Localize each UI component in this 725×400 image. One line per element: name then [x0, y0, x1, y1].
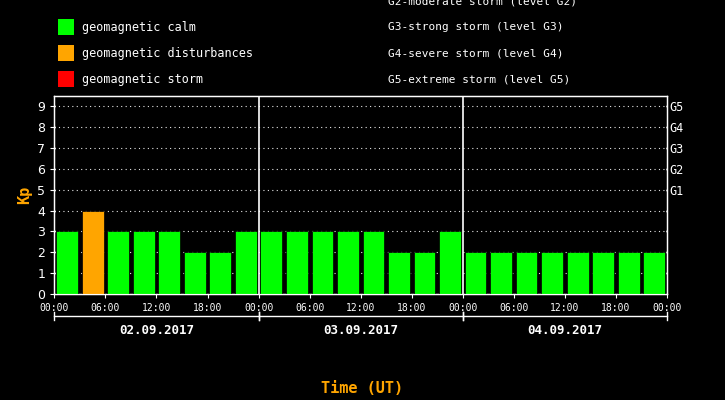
- Bar: [158, 232, 180, 294]
- Bar: [414, 252, 435, 294]
- Bar: [643, 252, 665, 294]
- Y-axis label: Kp: Kp: [17, 186, 32, 204]
- Text: geomagnetic calm: geomagnetic calm: [82, 20, 196, 34]
- Bar: [618, 252, 639, 294]
- Text: G3-strong storm (level G3): G3-strong storm (level G3): [388, 22, 563, 32]
- Bar: [490, 252, 512, 294]
- Bar: [567, 252, 589, 294]
- Bar: [439, 232, 461, 294]
- Text: Time (UT): Time (UT): [321, 381, 404, 396]
- Bar: [107, 232, 129, 294]
- Bar: [133, 232, 154, 294]
- Bar: [337, 232, 359, 294]
- Bar: [542, 252, 563, 294]
- Text: 04.09.2017: 04.09.2017: [527, 324, 602, 337]
- Bar: [362, 232, 384, 294]
- Text: G5-extreme storm (level G5): G5-extreme storm (level G5): [388, 74, 570, 84]
- Text: 03.09.2017: 03.09.2017: [323, 324, 398, 337]
- Bar: [312, 232, 334, 294]
- Bar: [260, 232, 282, 294]
- Bar: [210, 252, 231, 294]
- Bar: [388, 252, 410, 294]
- Text: G4-severe storm (level G4): G4-severe storm (level G4): [388, 48, 563, 58]
- Bar: [82, 211, 104, 294]
- Bar: [515, 252, 537, 294]
- Bar: [465, 252, 486, 294]
- Text: geomagnetic storm: geomagnetic storm: [82, 72, 203, 86]
- Bar: [235, 232, 257, 294]
- Bar: [184, 252, 206, 294]
- Bar: [57, 232, 78, 294]
- Bar: [592, 252, 614, 294]
- Text: 02.09.2017: 02.09.2017: [119, 324, 194, 337]
- Text: G2-moderate storm (level G2): G2-moderate storm (level G2): [388, 0, 577, 6]
- Bar: [286, 232, 307, 294]
- Text: geomagnetic disturbances: geomagnetic disturbances: [82, 46, 253, 60]
